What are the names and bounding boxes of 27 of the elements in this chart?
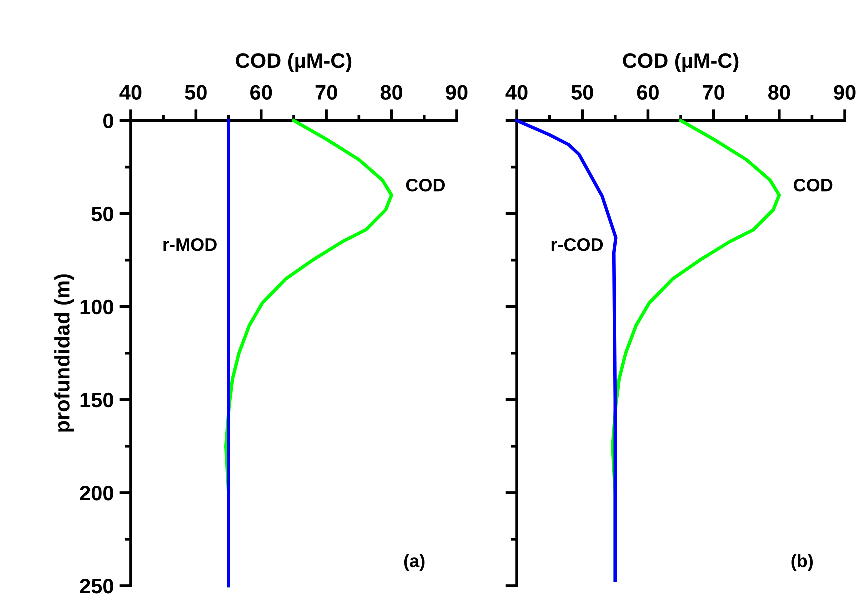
y-tick-label: 150	[80, 392, 114, 408]
y-tick-label: 0	[104, 114, 114, 129]
x-axis-title: COD (µM-C)	[623, 52, 739, 72]
series-label: r-MOD	[164, 238, 217, 252]
x-tick-label: 70	[703, 85, 725, 100]
x-axis-title: COD (µM-C)	[236, 52, 352, 72]
x-tick-label: 40	[506, 85, 528, 100]
x-tick-label: 50	[572, 85, 594, 100]
series-label: r-COD	[552, 238, 604, 252]
x-tick-label: 50	[185, 85, 207, 100]
y-tick-label: 250	[80, 578, 114, 594]
series-label: COD	[794, 178, 833, 192]
x-tick-label: 90	[446, 85, 468, 100]
x-tick-label: 60	[637, 85, 659, 100]
series-label: COD	[406, 178, 446, 192]
x-tick-label: 40	[120, 85, 142, 100]
x-tick-label: 80	[768, 85, 790, 100]
x-tick-label: 70	[316, 85, 338, 100]
y-axis-title: profundidad (m)	[54, 274, 74, 432]
annotation: (b)	[792, 554, 814, 572]
y-tick-label: 50	[92, 206, 114, 222]
y-tick-label: 200	[80, 486, 114, 501]
y-tick-label: 100	[80, 300, 114, 315]
x-tick-label: 60	[250, 85, 272, 100]
annotation: (a)	[404, 554, 425, 572]
x-tick-label: 80	[380, 85, 403, 100]
x-tick-label: 90	[834, 85, 856, 100]
